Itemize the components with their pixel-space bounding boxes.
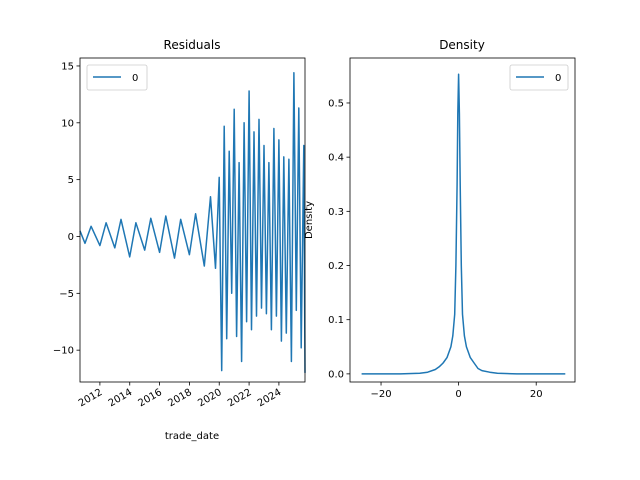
density-y-tick-label: 0.1 (328, 315, 344, 326)
residuals-x-tick-label: 2020 (196, 387, 224, 409)
residuals-y-ticks: −10 −5 0 5 10 15 (53, 61, 80, 357)
residuals-panel: Residuals 2012 2014 2016 2018 2020 2022 2024 −… (53, 38, 306, 442)
residuals-legend-label: 0 (132, 73, 138, 84)
density-legend: 0 (509, 64, 569, 91)
residuals-y-tick-label: −10 (53, 346, 74, 357)
density-panel: Density −20 0 20 0.0 0.1 0.2 0.3 0.4 0.5 Densit… (304, 38, 576, 400)
density-line (361, 73, 566, 375)
density-y-tick-label: 0.2 (328, 261, 344, 272)
residuals-title: Residuals (164, 38, 221, 52)
density-series (361, 73, 566, 375)
residuals-x-tick-label: 2016 (137, 387, 165, 409)
density-y-tick-label: 0.5 (328, 98, 344, 109)
residuals-line (79, 72, 306, 373)
density-x-tick-label: −20 (370, 389, 391, 400)
residuals-y-tick-label: 15 (61, 61, 74, 72)
residuals-legend: 0 (86, 64, 148, 91)
residuals-x-tick-label: 2024 (256, 387, 284, 409)
residuals-y-tick-label: −5 (59, 289, 74, 300)
density-title: Density (439, 38, 485, 52)
residuals-y-tick-label: 5 (68, 175, 74, 186)
residuals-x-label: trade_date (165, 431, 219, 442)
density-y-tick-label: 0.4 (328, 153, 344, 164)
density-x-tick-label: 20 (530, 389, 543, 400)
residuals-x-tick-label: 2022 (226, 387, 254, 409)
residuals-y-tick-label: 10 (61, 118, 74, 129)
residuals-x-tick-label: 2012 (77, 387, 105, 409)
density-legend-label: 0 (555, 73, 561, 84)
residuals-x-tick-label: 2014 (107, 387, 135, 409)
density-y-label: Density (304, 201, 315, 239)
density-x-ticks: −20 0 20 (370, 382, 543, 400)
density-x-tick-label: 0 (455, 389, 461, 400)
residuals-x-ticks: 2012 2014 2016 2018 2020 2022 2024 (77, 382, 284, 409)
density-y-tick-label: 0.0 (328, 369, 344, 380)
residuals-x-tick-label: 2018 (166, 387, 194, 409)
density-axes-frame (349, 57, 576, 383)
residuals-axes-frame (79, 57, 306, 383)
residuals-series (79, 72, 306, 373)
density-y-ticks: 0.0 0.1 0.2 0.3 0.4 0.5 (328, 98, 350, 380)
density-y-tick-label: 0.3 (328, 207, 344, 218)
residuals-y-tick-label: 0 (68, 232, 74, 243)
